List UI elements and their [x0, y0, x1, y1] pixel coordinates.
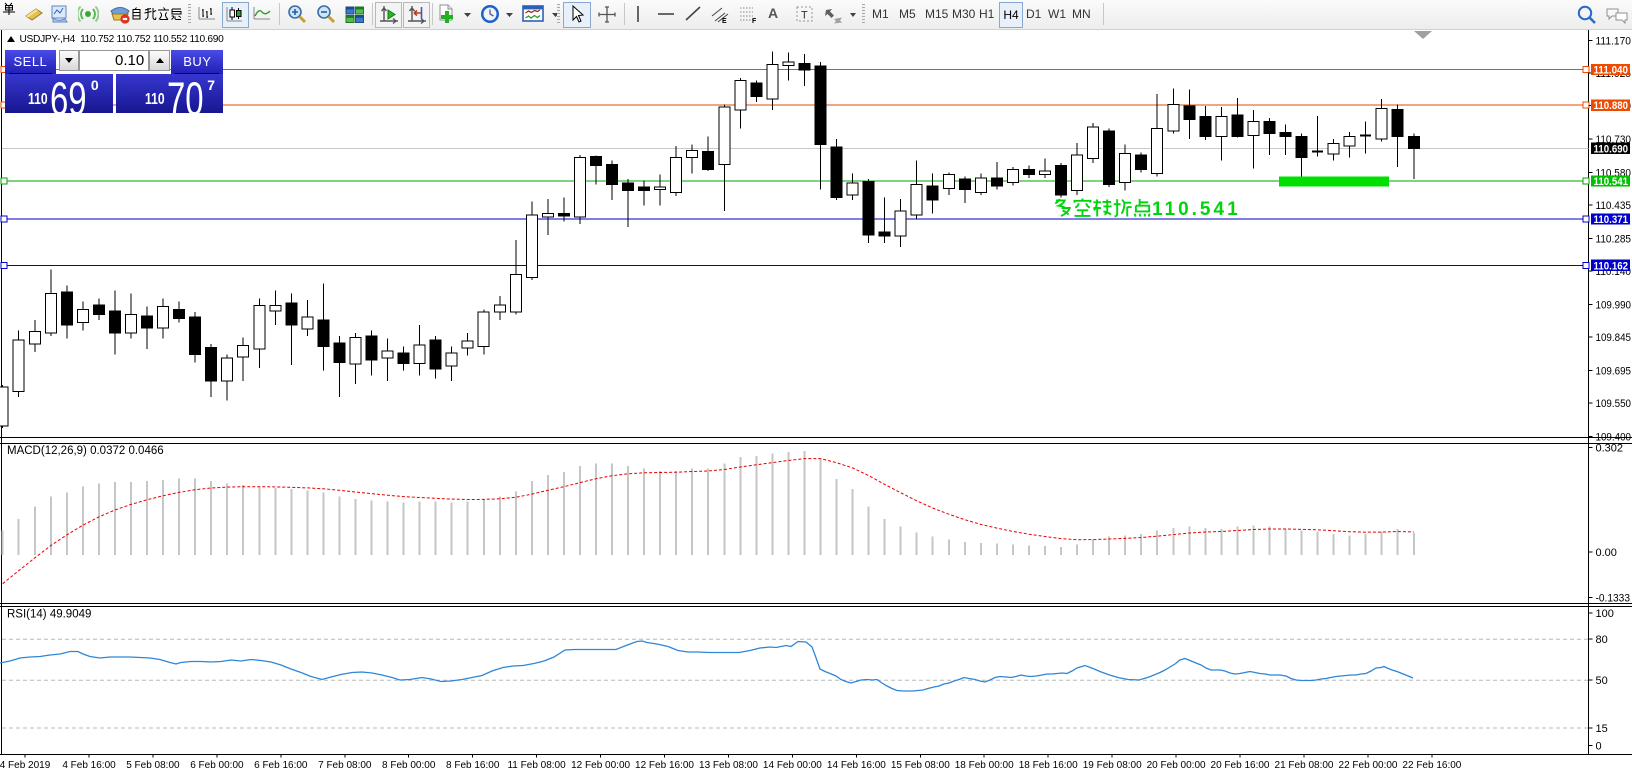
svg-text:0.302: 0.302 [1596, 443, 1624, 455]
svg-text:110.162: 110.162 [1594, 260, 1629, 272]
svg-text:RSI(14) 49.9049: RSI(14) 49.9049 [7, 609, 91, 621]
svg-text:12 Feb 00:00: 12 Feb 00:00 [571, 760, 630, 771]
svg-text:0.00: 0.00 [1596, 547, 1617, 559]
svg-text:20 Feb 16:00: 20 Feb 16:00 [1211, 760, 1270, 771]
svg-text:8 Feb 00:00: 8 Feb 00:00 [382, 760, 436, 771]
svg-text:50: 50 [1596, 675, 1608, 687]
svg-text:T: T [801, 10, 808, 22]
svg-text:111.170: 111.170 [1596, 35, 1632, 47]
svg-text:15 Feb 08:00: 15 Feb 08:00 [891, 760, 950, 771]
svg-text:7 Feb 08:00: 7 Feb 08:00 [318, 760, 372, 771]
svg-text:-0.1333: -0.1333 [1596, 592, 1631, 604]
svg-text:111.040: 111.040 [1594, 65, 1629, 77]
svg-text:109.845: 109.845 [1596, 332, 1632, 344]
svg-text:6 Feb 00:00: 6 Feb 00:00 [190, 760, 244, 771]
svg-text:4 Feb 16:00: 4 Feb 16:00 [62, 760, 116, 771]
svg-text:22 Feb 16:00: 22 Feb 16:00 [1402, 760, 1461, 771]
svg-text:5 Feb 08:00: 5 Feb 08:00 [126, 760, 180, 771]
svg-text:18 Feb 16:00: 18 Feb 16:00 [1019, 760, 1078, 771]
svg-text:11 Feb 08:00: 11 Feb 08:00 [507, 760, 566, 771]
svg-text:8 Feb 16:00: 8 Feb 16:00 [446, 760, 500, 771]
svg-text:15: 15 [1596, 723, 1608, 735]
svg-text:109.990: 109.990 [1596, 300, 1632, 312]
svg-text:19 Feb 08:00: 19 Feb 08:00 [1083, 760, 1142, 771]
svg-text:110.541: 110.541 [1594, 176, 1629, 188]
svg-text:110.880: 110.880 [1594, 100, 1629, 112]
svg-text:110.435: 110.435 [1596, 200, 1632, 212]
svg-text:12 Feb 16:00: 12 Feb 16:00 [635, 760, 694, 771]
svg-text:109.550: 109.550 [1596, 398, 1632, 410]
svg-text:18 Feb 00:00: 18 Feb 00:00 [955, 760, 1014, 771]
svg-text:110.371: 110.371 [1594, 214, 1629, 226]
svg-text:14 Feb 00:00: 14 Feb 00:00 [763, 760, 822, 771]
svg-text:14 Feb 16:00: 14 Feb 16:00 [827, 760, 886, 771]
svg-text:E: E [722, 18, 727, 25]
svg-text:110.541: 110.541 [1152, 199, 1241, 220]
svg-text:80: 80 [1596, 634, 1608, 646]
svg-text:6 Feb 16:00: 6 Feb 16:00 [254, 760, 308, 771]
svg-text:100: 100 [1596, 608, 1614, 620]
svg-text:109.400: 109.400 [1596, 432, 1632, 444]
svg-text:20 Feb 00:00: 20 Feb 00:00 [1147, 760, 1206, 771]
svg-text:110.285: 110.285 [1596, 233, 1632, 245]
svg-text:22 Feb 00:00: 22 Feb 00:00 [1339, 760, 1398, 771]
svg-text:109.695: 109.695 [1596, 366, 1632, 378]
svg-text:4 Feb 2019: 4 Feb 2019 [0, 760, 51, 771]
svg-text:21 Feb 08:00: 21 Feb 08:00 [1275, 760, 1334, 771]
svg-text:F: F [752, 18, 757, 25]
svg-text:MACD(12,26,9) 0.0372 0.0466: MACD(12,26,9) 0.0372 0.0466 [7, 445, 164, 457]
svg-text:110.690: 110.690 [1594, 143, 1629, 155]
svg-text:0: 0 [1596, 741, 1602, 753]
svg-text:13 Feb 08:00: 13 Feb 08:00 [699, 760, 758, 771]
